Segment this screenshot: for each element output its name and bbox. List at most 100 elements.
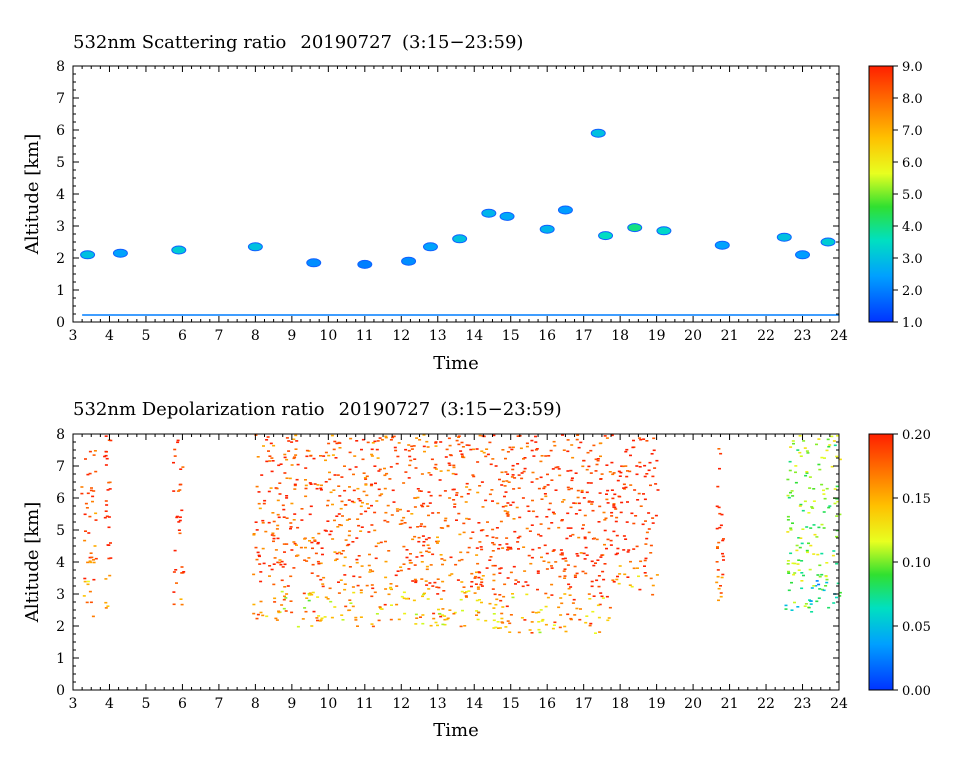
panel-title: 532nm Scattering ratio 20190727 (3:15−23:5…	[73, 32, 523, 53]
colorbar-tick-label: 0.00	[902, 684, 931, 699]
cloud-feature	[590, 128, 606, 138]
cloud-feature	[557, 205, 573, 215]
y-tick-label: 0	[56, 315, 65, 331]
x-tick-label: 15	[502, 328, 520, 344]
x-tick-label: 7	[214, 696, 223, 712]
colorbar-tick-label: 7.0	[902, 124, 923, 139]
x-tick-label: 16	[538, 328, 556, 344]
x-tick-label: 8	[251, 696, 260, 712]
y-tick-label: 8	[56, 427, 65, 443]
heatmap-plot	[80, 434, 842, 634]
colorbar-tick-label: 1.0	[902, 316, 923, 331]
x-tick-label: 16	[538, 696, 556, 712]
depolarization-region	[80, 450, 98, 618]
x-tick-label: 20	[684, 328, 702, 344]
x-tick-label: 19	[648, 696, 666, 712]
cloud-feature	[820, 237, 836, 247]
colorbar-ticks: 1.0 2.0 3.0 4.0 5.0 6.0 7.0 8.0 9.0	[893, 60, 923, 331]
y-tick-label: 0	[56, 683, 65, 699]
cloud-feature	[714, 240, 730, 250]
cloud-feature	[357, 259, 373, 269]
y-tick-label: 6	[56, 491, 65, 507]
scattering-ratio-panel: 532nm Scattering ratio 20190727 (3:15−23:5…	[22, 32, 923, 374]
colorbar-tick-label: 0.15	[902, 492, 931, 507]
colorbar-tick-label: 8.0	[902, 92, 923, 107]
panel-title: 532nm Depolarization ratio 20190727 (3:15−…	[73, 399, 562, 420]
axes: 3 4 5 6 7 8 9 10 11 12 13 14 15 16 17 18 19 20 21 22 23 24012…	[56, 427, 848, 712]
colorbar-tick-label: 0.10	[902, 556, 931, 571]
x-tick-label: 12	[392, 696, 410, 712]
y-tick-label: 5	[56, 155, 65, 171]
x-tick-label: 21	[721, 696, 739, 712]
cloud-feature	[776, 232, 792, 242]
colorbar-tick-label: 5.0	[902, 188, 923, 203]
x-tick-label: 5	[141, 696, 150, 712]
cloud-feature	[627, 223, 643, 233]
x-tick-label: 8	[251, 328, 260, 344]
depolarization-region	[715, 448, 725, 602]
x-tick-label: 19	[648, 328, 666, 344]
colorbar-tick-label: 0.20	[902, 428, 931, 443]
y-tick-label: 7	[56, 91, 65, 107]
colorbar-tick-label: 0.05	[902, 620, 931, 635]
y-tick-label: 4	[56, 555, 65, 571]
x-tick-label: 18	[611, 328, 629, 344]
x-tick-label: 18	[611, 696, 629, 712]
x-tick-label: 12	[392, 328, 410, 344]
cloud-feature	[422, 242, 438, 252]
y-tick-label: 2	[56, 619, 65, 635]
x-tick-label: 9	[287, 696, 296, 712]
colorbar-ticks: 0.00 0.05 0.10 0.15 0.20	[893, 428, 931, 699]
x-tick-label: 13	[429, 696, 447, 712]
x-tick-label: 3	[69, 696, 78, 712]
y-tick-label: 3	[56, 219, 65, 235]
colorbar	[868, 433, 894, 691]
colorbar-tick-label: 2.0	[902, 284, 923, 299]
x-tick-label: 11	[356, 696, 374, 712]
x-tick-label: 6	[178, 696, 187, 712]
x-tick-label: 24	[830, 696, 848, 712]
cloud-feature	[539, 224, 555, 234]
cloud-feature	[795, 250, 811, 260]
y-tick-label: 6	[56, 123, 65, 139]
cloud-feature	[171, 245, 187, 255]
y-tick-label: 5	[56, 523, 65, 539]
depolarization-region	[252, 434, 489, 628]
x-tick-label: 4	[105, 328, 114, 344]
colorbar-tick-label: 9.0	[902, 60, 923, 75]
x-tick-label: 14	[465, 328, 483, 344]
colorbar-tick-label: 4.0	[902, 220, 923, 235]
depolarization-region	[609, 434, 660, 596]
y-tick-label: 1	[56, 651, 65, 667]
plot-frame	[72, 65, 840, 323]
cloud-feature	[598, 231, 614, 241]
heatmap-plot	[80, 128, 839, 316]
cloud-feature	[481, 208, 497, 218]
cloud-feature	[306, 258, 322, 268]
x-tick-label: 17	[575, 696, 593, 712]
depolarization-region	[784, 435, 842, 613]
axes: 3 4 5 6 7 8 9 10 11 12 13 14 15 16 17 18 19 20 21 22 23 24012…	[56, 59, 848, 344]
x-tick-label: 7	[214, 328, 223, 344]
cloud-feature	[656, 226, 672, 236]
colorbar-tick-label: 3.0	[902, 252, 923, 267]
x-tick-label: 22	[757, 696, 775, 712]
x-tick-label: 5	[141, 328, 150, 344]
y-tick-label: 1	[56, 283, 65, 299]
x-tick-label: 24	[830, 328, 848, 344]
depolarization-region	[485, 434, 612, 634]
x-tick-label: 23	[794, 696, 812, 712]
x-axis-label: Time	[433, 353, 478, 374]
cloud-feature	[247, 242, 263, 252]
x-tick-label: 10	[319, 696, 337, 712]
x-tick-label: 14	[465, 696, 483, 712]
y-tick-label: 8	[56, 59, 65, 75]
depolarization-region	[103, 435, 113, 609]
y-axis-label: Altitude [km]	[22, 502, 43, 624]
y-tick-label: 2	[56, 251, 65, 267]
x-axis-label: Time	[433, 720, 478, 741]
y-tick-label: 3	[56, 587, 65, 603]
x-tick-label: 10	[319, 328, 337, 344]
x-tick-label: 3	[69, 328, 78, 344]
